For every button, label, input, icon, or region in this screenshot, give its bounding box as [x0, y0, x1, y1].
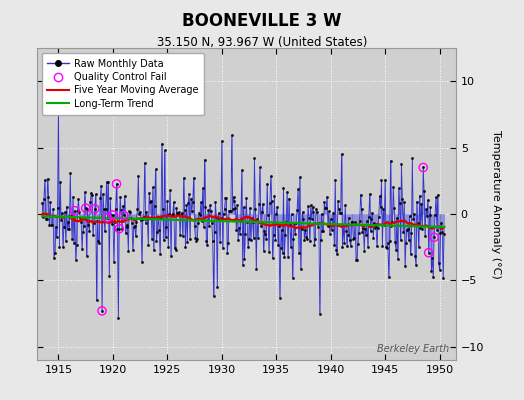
Raw Monthly Data	[56, 101, 62, 106]
Quality Control Fail	[430, 234, 438, 240]
Quality Control Fail	[54, 100, 63, 107]
Five Year Moving Average	[184, 216, 190, 220]
Five Year Moving Average	[174, 214, 180, 219]
Long-Term Trend	[46, 214, 52, 219]
Y-axis label: Temperature Anomaly (°C): Temperature Anomaly (°C)	[491, 130, 501, 278]
Text: Berkeley Earth: Berkeley Earth	[377, 344, 450, 354]
Raw Monthly Data	[185, 200, 191, 205]
Long-Term Trend	[183, 218, 190, 222]
Line: Long-Term Trend: Long-Term Trend	[42, 216, 444, 227]
Line: Raw Monthly Data: Raw Monthly Data	[41, 103, 445, 319]
Long-Term Trend	[441, 225, 447, 230]
Quality Control Fail	[115, 226, 124, 232]
Five Year Moving Average	[41, 211, 47, 216]
Five Year Moving Average	[169, 214, 175, 218]
Quality Control Fail	[419, 164, 428, 171]
Quality Control Fail	[71, 208, 79, 214]
Raw Monthly Data	[39, 200, 45, 205]
Quality Control Fail	[424, 250, 433, 256]
Long-Term Trend	[39, 214, 45, 219]
Line: Five Year Moving Average: Five Year Moving Average	[42, 214, 444, 229]
Raw Monthly Data	[170, 212, 176, 216]
Long-Term Trend	[440, 225, 446, 230]
Raw Monthly Data	[267, 201, 273, 206]
Long-Term Trend	[168, 217, 174, 222]
Five Year Moving Average	[439, 226, 445, 231]
Text: BOONEVILLE 3 W: BOONEVILLE 3 W	[182, 12, 342, 30]
Five Year Moving Average	[441, 224, 447, 229]
Five Year Moving Average	[39, 212, 45, 217]
Raw Monthly Data	[441, 231, 447, 236]
Long-Term Trend	[173, 218, 180, 222]
Raw Monthly Data	[115, 315, 122, 320]
Legend: Raw Monthly Data, Quality Control Fail, Five Year Moving Average, Long-Term Tren: Raw Monthly Data, Quality Control Fail, …	[41, 53, 204, 115]
Five Year Moving Average	[266, 223, 272, 228]
Quality Control Fail	[91, 206, 99, 212]
Quality Control Fail	[108, 212, 117, 218]
Five Year Moving Average	[46, 213, 52, 218]
Quality Control Fail	[82, 205, 90, 211]
Quality Control Fail	[103, 214, 112, 221]
Quality Control Fail	[112, 181, 121, 187]
Raw Monthly Data	[46, 194, 52, 199]
Raw Monthly Data	[181, 207, 188, 212]
Raw Monthly Data	[175, 212, 181, 217]
Quality Control Fail	[119, 212, 128, 218]
Text: 35.150 N, 93.967 W (United States): 35.150 N, 93.967 W (United States)	[157, 36, 367, 49]
Quality Control Fail	[98, 308, 106, 314]
Five Year Moving Average	[181, 214, 187, 219]
Long-Term Trend	[265, 220, 271, 225]
